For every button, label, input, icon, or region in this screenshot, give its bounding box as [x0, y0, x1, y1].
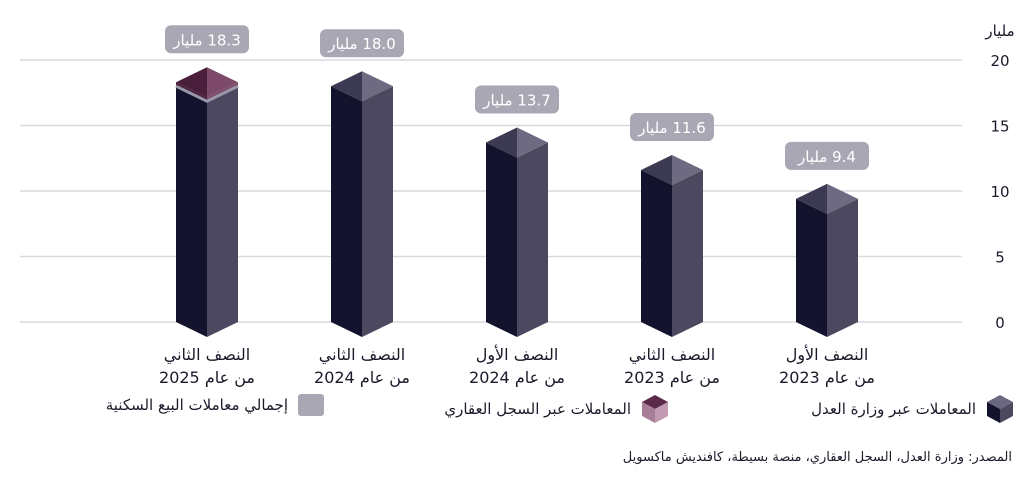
legend-label-total: إجمالي معاملات البيع السكنية — [105, 396, 288, 414]
y-tick-label: 15 — [990, 118, 1009, 136]
bar-top-left — [641, 155, 672, 186]
data-label: 13.7 مليار — [482, 92, 551, 110]
data-label-box — [320, 29, 404, 58]
legend-item-total: إجمالي معاملات البيع السكنية — [106, 394, 324, 416]
bar-ministry-side — [362, 86, 393, 337]
x-tick-label: من عام 2024 — [469, 368, 565, 388]
bar-top-right — [517, 127, 548, 158]
bar-ministry-side — [517, 142, 548, 337]
data-label: 18.3 مليار — [172, 31, 241, 49]
x-tick-label: النصف الأول — [476, 344, 559, 365]
cube-icon-registry — [642, 395, 668, 423]
y-axis-unit: مليار — [984, 22, 1014, 40]
cube-icon-ministry — [987, 395, 1013, 423]
data-label: 11.6 مليار — [637, 119, 706, 137]
bar-ministry-front — [176, 86, 207, 337]
legend-label-ministry: المعاملات عبر وزارة العدل — [811, 400, 976, 418]
y-tick-label: 20 — [990, 52, 1009, 70]
bar-top-right — [827, 183, 858, 214]
source-note: المصدر: وزارة العدل، السجل العقاري، منصة… — [622, 450, 1012, 465]
bar-top-right — [672, 155, 703, 186]
bar-top-right — [207, 67, 238, 98]
bar-ministry-front — [486, 142, 517, 337]
x-tick-label: من عام 2025 — [159, 368, 255, 388]
data-label-box — [165, 25, 249, 54]
bar-ministry-side — [672, 170, 703, 337]
data-label-box — [785, 141, 869, 170]
data-label: 18.0 مليار — [327, 35, 396, 53]
x-tick-label: من عام 2023 — [779, 368, 875, 388]
bar-ministry-side — [827, 198, 858, 337]
legend-item-ministry: المعاملات عبر وزارة العدل — [811, 394, 1014, 424]
x-tick-label: النصف الثاني — [164, 345, 250, 365]
legend-label-registry: المعاملات عبر السجل العقاري — [444, 400, 631, 418]
data-label-box — [630, 113, 714, 142]
bar-top-left — [176, 67, 207, 98]
x-tick-label: من عام 2024 — [314, 368, 410, 388]
bar-segment-divider — [175, 84, 239, 103]
bar-top-left — [796, 183, 827, 214]
square-icon-total — [298, 394, 324, 416]
bar-ministry-side — [207, 86, 238, 337]
x-tick-label: من عام 2023 — [624, 368, 720, 388]
data-label-box — [475, 85, 559, 114]
bar-ministry-front — [796, 198, 827, 337]
bar-top-left — [331, 71, 362, 102]
y-tick-label: 10 — [990, 183, 1009, 201]
bar-ministry-front — [331, 86, 362, 337]
y-tick-label: 0 — [995, 314, 1005, 332]
x-tick-label: النصف الثاني — [629, 345, 715, 365]
x-tick-label: النصف الثاني — [319, 345, 405, 365]
y-tick-label: 5 — [995, 249, 1005, 267]
bar-ministry-front — [641, 170, 672, 337]
bar-top-left — [486, 127, 517, 158]
data-label: 9.4 مليار — [797, 148, 856, 166]
legend-item-registry: المعاملات عبر السجل العقاري — [444, 394, 669, 424]
x-tick-label: النصف الأول — [786, 344, 869, 365]
bar-top-right — [362, 71, 393, 102]
